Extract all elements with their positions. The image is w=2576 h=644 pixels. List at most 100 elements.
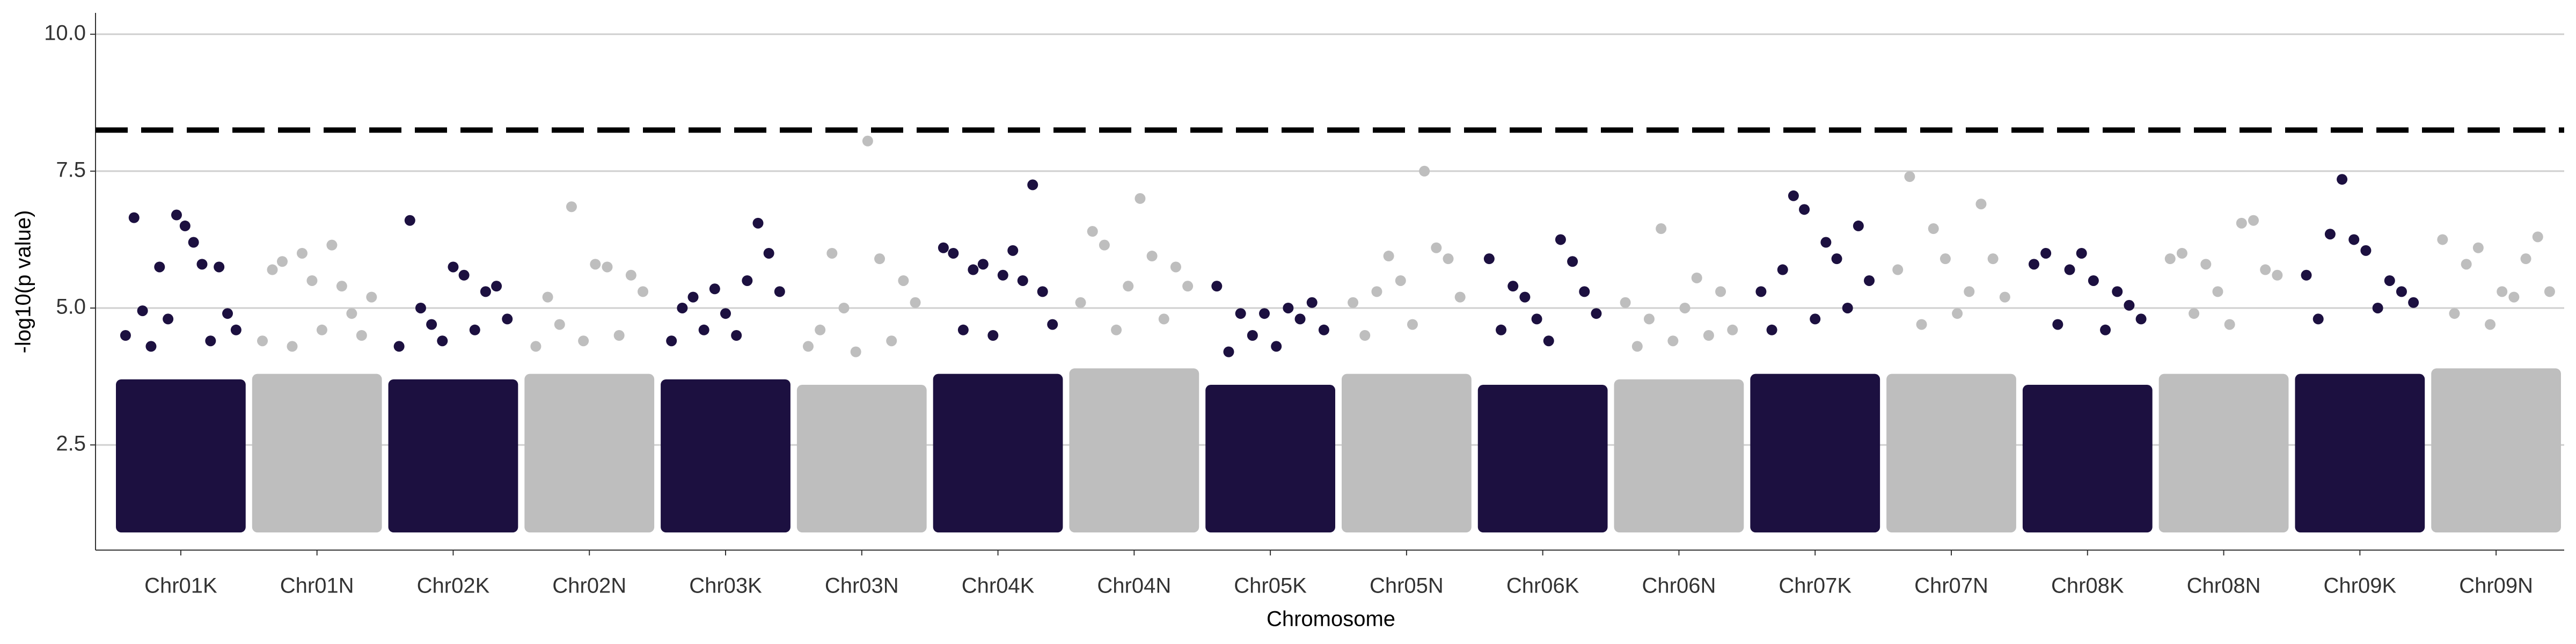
point	[2384, 275, 2395, 286]
point	[1507, 281, 1519, 292]
dense-points	[1614, 379, 1744, 533]
point	[1842, 302, 1853, 313]
point	[2052, 319, 2063, 330]
point	[2064, 264, 2075, 275]
point	[1928, 223, 1939, 235]
point	[366, 291, 377, 303]
x-tick-label: Chr06N	[1642, 574, 1716, 598]
dense-points	[524, 374, 655, 533]
point	[1766, 324, 1777, 335]
point	[1359, 330, 1371, 341]
point	[437, 335, 448, 347]
point	[1987, 253, 1999, 265]
point	[179, 220, 191, 231]
point	[2135, 313, 2147, 325]
point	[2497, 286, 2508, 297]
x-tick-label: Chr03K	[689, 574, 762, 598]
point	[2360, 245, 2372, 256]
point	[120, 330, 131, 341]
point	[491, 281, 502, 292]
y-tick-label: 2.5	[56, 432, 86, 456]
point	[2408, 297, 2419, 308]
point	[1371, 286, 1382, 297]
point	[1294, 313, 1306, 325]
point	[1431, 242, 1442, 253]
dense-points	[1205, 385, 1335, 533]
point	[1727, 324, 1738, 335]
point	[1075, 297, 1086, 308]
point	[2112, 286, 2123, 297]
point	[1892, 264, 1904, 275]
x-tick-label: Chr09N	[2459, 574, 2533, 598]
point	[2088, 275, 2099, 286]
point	[1788, 190, 1799, 201]
point	[763, 247, 774, 259]
point	[1777, 264, 1788, 275]
point	[1853, 220, 1864, 231]
point	[2348, 234, 2360, 245]
point	[2260, 264, 2271, 275]
x-tick-label: Chr05K	[1234, 574, 1307, 598]
point	[2337, 174, 2348, 185]
x-tick-label: Chr04N	[1097, 574, 1171, 598]
point	[1170, 261, 1181, 273]
point	[480, 286, 491, 297]
point	[1111, 324, 1122, 335]
point	[336, 281, 347, 292]
point	[2532, 231, 2543, 243]
dense-points	[116, 379, 246, 533]
point	[2176, 247, 2187, 259]
point	[1679, 302, 1690, 313]
point	[1259, 308, 1270, 319]
dense-points	[1342, 374, 1472, 533]
point	[1519, 291, 1531, 303]
dense-points	[2022, 385, 2153, 533]
point	[590, 259, 601, 270]
point	[458, 269, 470, 281]
point	[2272, 269, 2283, 281]
point	[2472, 242, 2484, 253]
point	[1820, 237, 1832, 248]
point	[1099, 239, 1110, 251]
point	[687, 291, 699, 303]
point	[1123, 281, 1134, 292]
point	[1631, 341, 1643, 352]
point	[2189, 308, 2200, 319]
point	[296, 247, 308, 259]
point	[1667, 335, 1679, 347]
point	[404, 215, 415, 226]
point	[774, 286, 785, 297]
point	[2028, 259, 2039, 270]
point	[1146, 251, 1158, 262]
point	[2324, 229, 2336, 240]
dense-points	[1477, 385, 1608, 533]
point	[850, 346, 861, 357]
point	[1443, 253, 1454, 265]
dense-points	[2431, 368, 2561, 533]
point	[1223, 346, 1234, 357]
point	[1407, 319, 1418, 330]
point	[2236, 217, 2247, 229]
point	[2301, 269, 2312, 281]
point	[2312, 313, 2324, 325]
point	[2248, 215, 2259, 226]
point	[1579, 286, 1590, 297]
point	[2508, 291, 2520, 303]
y-tick-label: 7.5	[56, 158, 86, 181]
point	[1496, 324, 1507, 335]
dense-points	[1886, 374, 2016, 533]
point	[1952, 308, 1963, 319]
point	[625, 269, 636, 281]
point	[2437, 234, 2448, 245]
point	[1037, 286, 1048, 297]
point	[2076, 247, 2087, 259]
dense-points	[661, 379, 791, 533]
point	[145, 341, 157, 352]
point	[862, 135, 873, 147]
x-tick-label: Chr02K	[417, 574, 490, 598]
point	[752, 217, 764, 229]
point	[802, 341, 814, 352]
x-tick-label: Chr02N	[552, 574, 626, 598]
point	[1017, 275, 1028, 286]
